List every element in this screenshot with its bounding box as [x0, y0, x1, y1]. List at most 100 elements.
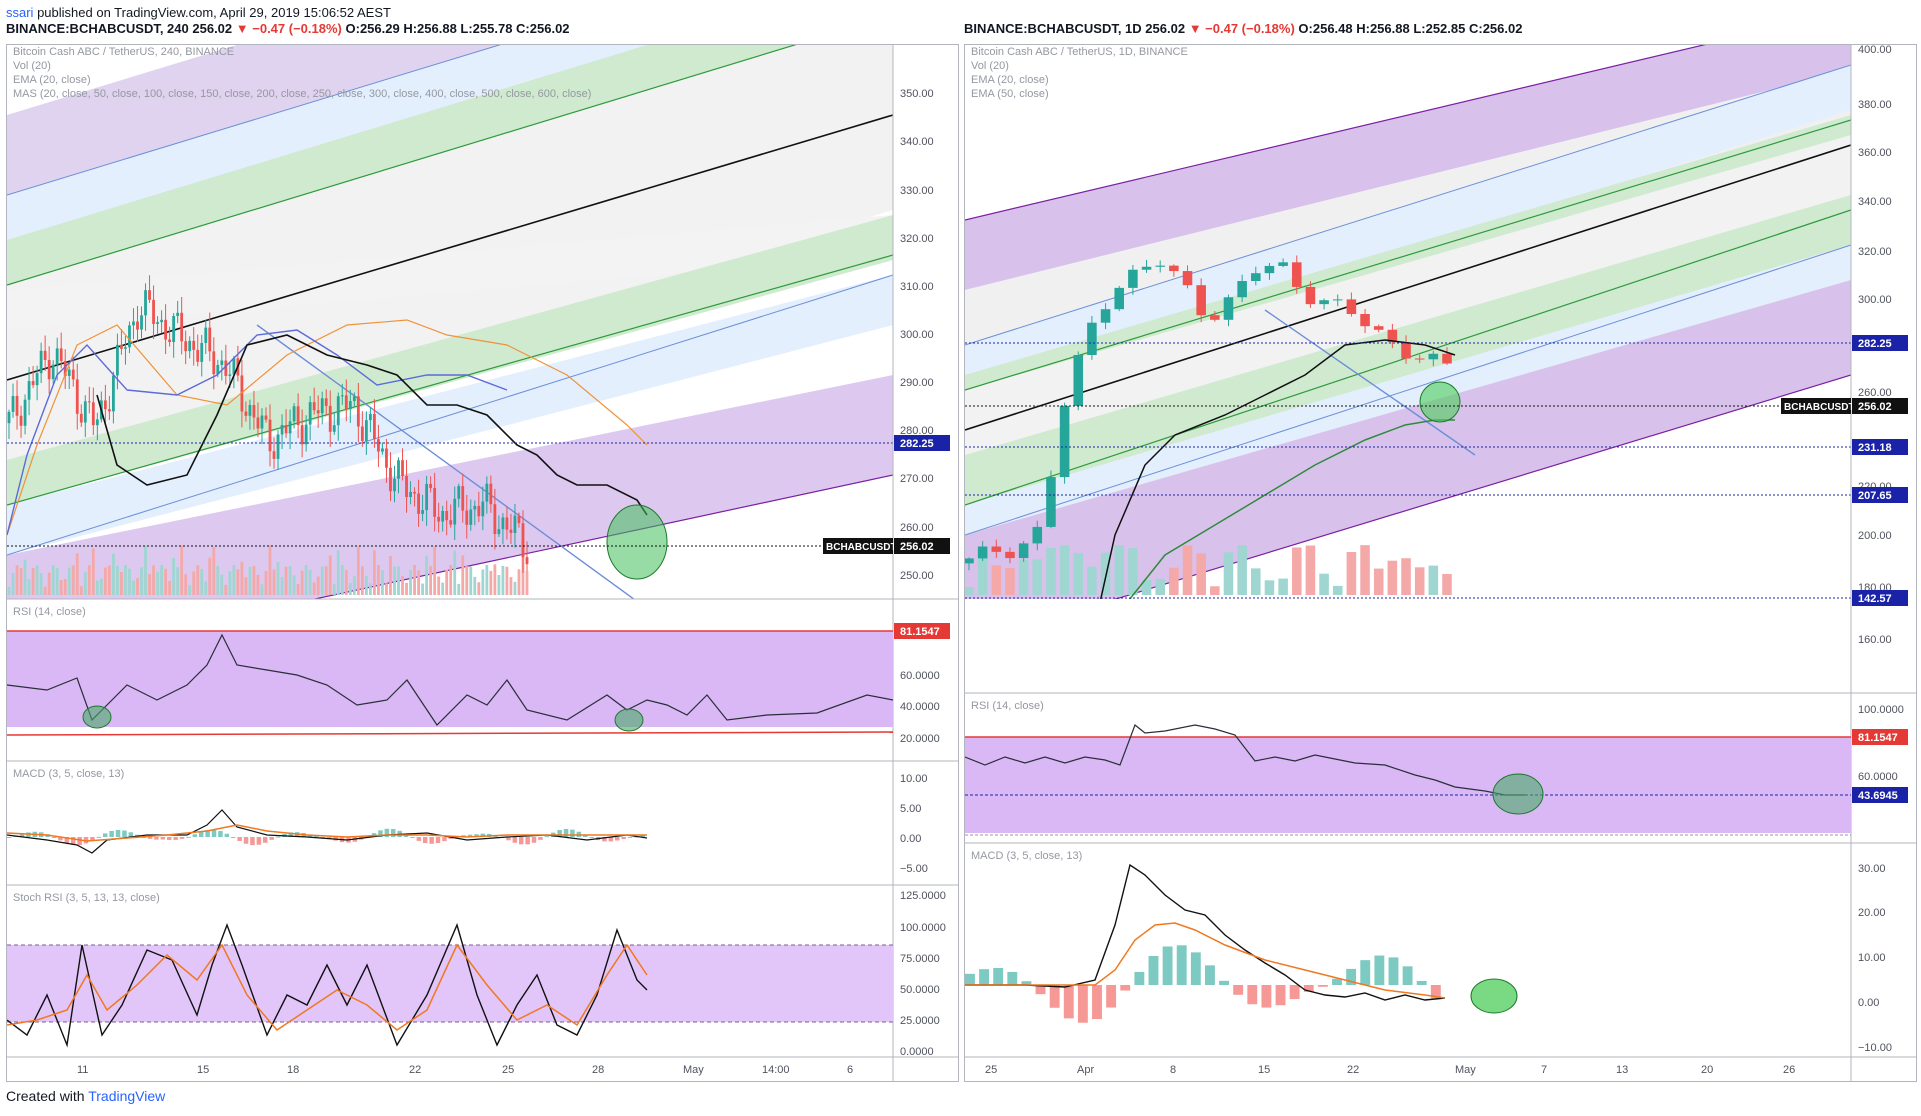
left-candles	[7, 275, 529, 573]
candle-body	[461, 486, 465, 511]
candle-body	[55, 348, 59, 365]
footer: Created with TradingView	[6, 1088, 165, 1104]
candle-body	[1319, 300, 1329, 305]
macd-bar	[115, 829, 121, 837]
candle-body	[124, 347, 127, 349]
volume-bar	[300, 570, 304, 595]
macd-bar	[256, 837, 262, 845]
candle-body	[136, 321, 139, 330]
candle-body	[1373, 326, 1384, 330]
candle-body	[11, 395, 15, 412]
left-axis-label: 300.00	[900, 329, 934, 341]
volume-bar	[63, 578, 67, 595]
macd-bar	[154, 837, 159, 840]
volume-bar	[228, 571, 232, 595]
volume-bar	[304, 565, 308, 595]
candle-body	[67, 369, 71, 376]
candle-body	[481, 501, 485, 517]
volume-bar	[67, 567, 71, 595]
volume-bar	[493, 564, 497, 595]
macd-bar	[512, 837, 518, 843]
volume-bar	[1278, 578, 1288, 595]
footer-text: Created with	[6, 1088, 85, 1104]
candle-body	[1100, 309, 1111, 323]
candle-body	[1442, 353, 1452, 364]
right-chart-panel[interactable]: Bitcoin Cash ABC / TetherUS, 1D, BINANCE…	[964, 44, 1917, 1082]
candle-body	[469, 509, 473, 525]
volume-bar	[485, 565, 489, 595]
right-price-pane	[965, 45, 1851, 599]
candle-body	[1128, 269, 1138, 288]
candle-body	[1291, 262, 1302, 287]
volume-bar	[509, 577, 513, 595]
candle-body	[1332, 299, 1343, 301]
macd-bar	[442, 837, 447, 842]
candle-body	[51, 364, 55, 380]
left-rsi-tag: 81.1547	[900, 626, 940, 638]
candle-body	[324, 398, 328, 406]
macd-bar	[429, 837, 434, 844]
left-price-pane	[7, 45, 893, 599]
volume-bar	[425, 555, 429, 595]
candle-body	[144, 290, 147, 316]
publisher-username[interactable]: ssari	[6, 5, 34, 20]
volume-bar	[252, 565, 256, 595]
left-level-tag: 282.25	[900, 438, 934, 450]
volume-bar	[87, 565, 91, 595]
macd-bar	[58, 837, 63, 841]
volume-bar	[308, 569, 312, 595]
macd-bar	[583, 834, 588, 837]
right-axis-label: 400.00	[1858, 45, 1892, 56]
left-chart-svg[interactable]: Bitcoin Cash ABC / TetherUS, 240, BINANC…	[6, 45, 958, 1081]
candle-body	[95, 419, 99, 426]
volume-bar	[51, 565, 55, 595]
volume-bar	[31, 567, 35, 595]
candle-body	[63, 361, 67, 376]
left-time-label: 11	[77, 1064, 88, 1076]
candle-body	[1087, 322, 1097, 356]
macd-bar	[263, 837, 268, 843]
volume-bar	[23, 559, 27, 595]
volume-bar	[381, 570, 384, 595]
candle-body	[485, 483, 489, 502]
candle-body	[27, 381, 31, 400]
candle-body	[509, 529, 513, 533]
macd-bar	[1205, 965, 1215, 985]
volume-bar	[513, 581, 517, 595]
macd-bar	[243, 837, 249, 844]
macd-bar	[1388, 957, 1399, 985]
macd-bar	[384, 828, 390, 837]
left-chart-panel[interactable]: Bitcoin Cash ABC / TetherUS, 240, BINANC…	[6, 44, 959, 1082]
candle-body	[148, 290, 151, 300]
candle-body	[421, 510, 425, 514]
candle-body	[525, 557, 529, 565]
right-level2-tag: 231.18	[1858, 442, 1892, 454]
volume-bar	[1373, 568, 1384, 595]
candle-body	[268, 419, 272, 452]
macd-bar	[1289, 985, 1300, 1000]
candle-body	[1237, 281, 1247, 298]
left-ohlc: O:256.29 H:256.88 L:255.78 C:256.02	[345, 21, 570, 36]
macd-bar	[179, 837, 185, 839]
macd-bar	[557, 830, 562, 837]
candle-body	[59, 348, 63, 362]
right-rsi-tag1: 81.1547	[1858, 732, 1898, 744]
volume-bar	[449, 565, 453, 595]
volume-bar	[356, 546, 360, 595]
right-axis-label: 300.00	[1858, 294, 1892, 306]
footer-brand[interactable]: TradingView	[88, 1088, 166, 1104]
candle-body	[453, 498, 457, 525]
left-rsi-axis: 20.0000	[900, 733, 940, 745]
volume-bar	[244, 577, 248, 595]
macd-bar	[77, 837, 82, 846]
volume-bar	[15, 565, 19, 595]
volume-bar	[397, 566, 400, 595]
candle-body	[1141, 266, 1152, 270]
volume-bar	[180, 545, 184, 595]
volume-bar	[465, 566, 469, 595]
right-chart-svg[interactable]: Bitcoin Cash ABC / TetherUS, 1D, BINANCE…	[964, 44, 1916, 1081]
macd-bar	[147, 837, 153, 839]
candle-body	[43, 350, 47, 360]
macd-bar	[1303, 985, 1314, 992]
candle-body	[373, 413, 376, 440]
